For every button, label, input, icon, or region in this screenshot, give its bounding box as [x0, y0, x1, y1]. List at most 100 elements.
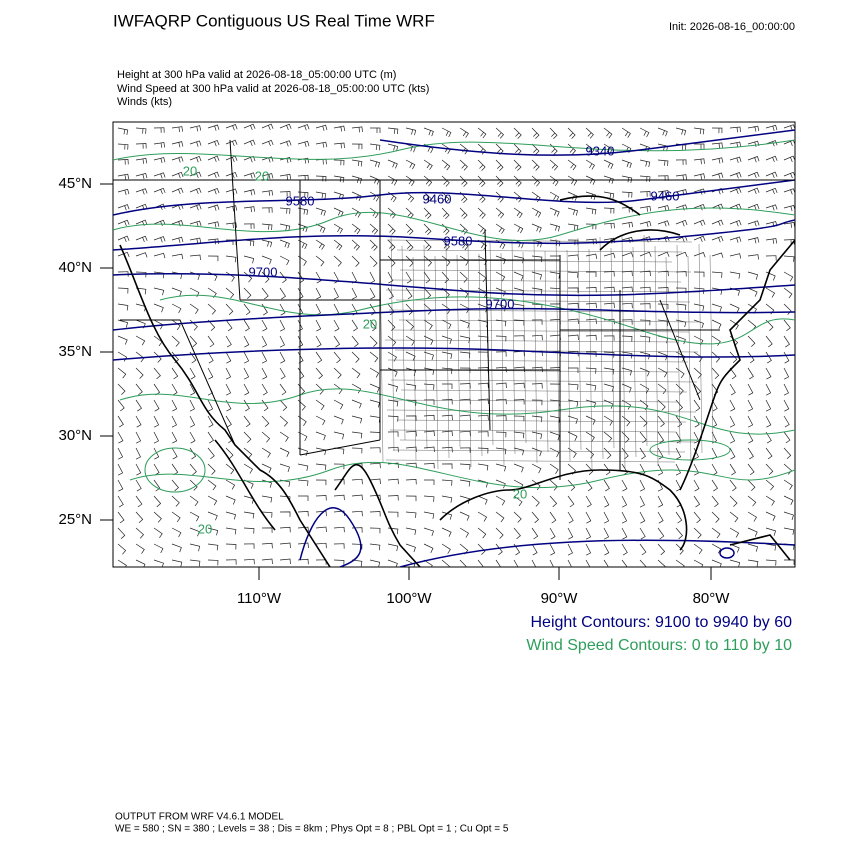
wind-barb	[117, 559, 127, 567]
coastline	[119, 244, 331, 567]
wind-barb	[135, 415, 142, 428]
wind-barb	[153, 303, 164, 313]
wind-barb	[549, 207, 560, 217]
wind-barb	[603, 127, 613, 139]
wind-barb	[513, 431, 525, 439]
wind-barb	[135, 287, 147, 295]
wind-barb	[225, 205, 238, 212]
wind-barb	[693, 252, 706, 258]
wind-barb	[333, 159, 345, 166]
wind-barb	[153, 127, 165, 133]
wind-barb	[765, 431, 772, 444]
wind-barb	[297, 431, 308, 442]
wind-barb	[675, 543, 684, 555]
wind-barb	[207, 221, 220, 228]
wind-barb	[711, 235, 724, 243]
wind-barb	[477, 495, 488, 505]
wind-barb	[387, 223, 396, 235]
wind-barb	[765, 155, 778, 163]
wind-barb	[135, 383, 143, 396]
coastline	[334, 464, 421, 567]
wind-barb	[423, 175, 433, 187]
wind-barb	[333, 319, 340, 332]
wind-barb	[711, 431, 717, 444]
wind-barb	[657, 127, 668, 137]
wind-barb	[315, 124, 328, 131]
wind-barb	[333, 415, 344, 425]
wind-barb	[225, 367, 232, 380]
wind-barb	[783, 255, 795, 262]
wind-barb	[765, 543, 777, 551]
field-label: Height at 300 hPa valid at 2026-08-18_05…	[117, 69, 396, 81]
wind-barb	[747, 125, 760, 132]
wind-barb	[621, 415, 631, 427]
wind-barb	[477, 175, 486, 187]
wind-barb	[315, 463, 327, 471]
wind-barb	[297, 415, 307, 426]
wind-barb	[585, 302, 597, 309]
wind-barb	[747, 559, 759, 567]
height-contour	[113, 219, 795, 251]
wind-barb	[441, 463, 453, 469]
wind-barb	[207, 155, 220, 162]
wind-barb	[729, 126, 741, 133]
wind-barb	[765, 527, 777, 536]
wind-barb	[351, 510, 363, 517]
wind-barb	[459, 159, 468, 171]
wind-barb	[153, 511, 162, 523]
wind-barb	[369, 255, 378, 267]
wind-barb	[387, 495, 399, 501]
wind-barb	[603, 367, 615, 375]
wind-barb	[369, 335, 378, 347]
wind-barb	[387, 159, 398, 169]
wind-barb	[711, 319, 722, 329]
wind-barb	[711, 157, 724, 164]
wind-barb	[387, 271, 394, 284]
wind-barb	[117, 219, 130, 227]
wind-barb	[693, 127, 705, 135]
wind-barb	[207, 319, 216, 331]
wind-barb	[135, 271, 147, 278]
wind-barb	[117, 383, 126, 395]
wind-barb	[495, 303, 507, 312]
wind-barb	[261, 351, 268, 364]
wind-barb	[369, 223, 379, 235]
wind-barb	[369, 494, 381, 501]
wind-barb	[639, 251, 652, 257]
wind-barb	[675, 127, 687, 136]
wind-barb	[765, 383, 772, 396]
wind-barb	[441, 207, 450, 219]
wind-barb	[225, 511, 237, 520]
wind-barb	[639, 559, 647, 567]
wind-barb	[513, 511, 522, 523]
wind-barb	[675, 204, 688, 211]
wind-barb	[405, 543, 416, 553]
wind-barb	[675, 159, 687, 165]
wind-barb	[297, 140, 310, 147]
wind-barb	[549, 159, 559, 171]
wind-barb	[117, 415, 124, 428]
wind-barb	[225, 495, 236, 505]
wind-barb	[279, 431, 289, 442]
wind-barb	[495, 463, 507, 472]
wind-barb	[351, 143, 363, 150]
wind-barb	[621, 319, 633, 325]
wind-barb	[639, 127, 650, 138]
wind-barb	[621, 495, 628, 508]
wind-barb	[333, 207, 344, 217]
wind-barb	[603, 286, 615, 293]
wind-barb	[243, 223, 255, 229]
wind-barb	[189, 431, 196, 444]
wind-barb	[729, 543, 740, 553]
wind-barb	[441, 479, 453, 486]
wind-barb	[117, 127, 129, 135]
wind-barb	[729, 447, 736, 460]
wind-barb	[477, 559, 484, 567]
wind-barb	[351, 559, 363, 567]
wind-barb	[207, 139, 220, 147]
wind-barb	[567, 271, 579, 278]
wind-barb	[567, 334, 579, 341]
wind-barb	[747, 187, 760, 195]
wind-barb	[441, 255, 451, 267]
height-contour	[113, 307, 795, 331]
